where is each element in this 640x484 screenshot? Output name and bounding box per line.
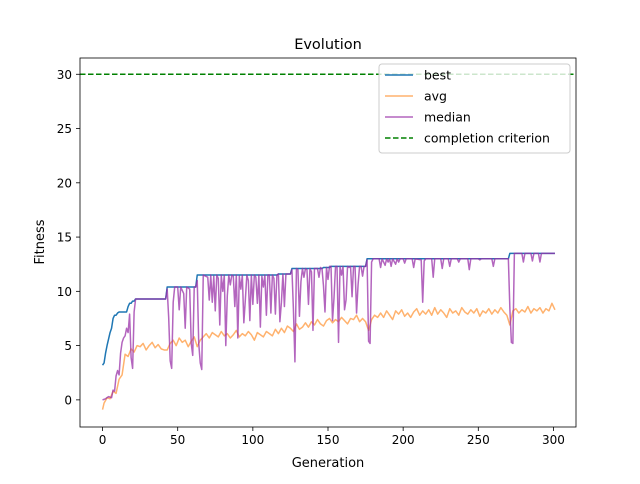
y-tick-label: 30 (57, 68, 72, 82)
y-axis: 0 5 10 15 20 25 30 (57, 68, 80, 407)
y-axis-label: Fitness (33, 219, 48, 264)
x-tick-label: 100 (241, 433, 264, 447)
x-tick-label: 150 (317, 433, 340, 447)
x-axis: 0 50 100 150 200 250 300 (99, 427, 565, 447)
y-tick-label: 15 (57, 231, 72, 245)
legend-box (378, 63, 571, 154)
x-tick-label: 300 (542, 433, 565, 447)
y-tick-label: 0 (64, 393, 72, 407)
legend: best avg median completion criterion (378, 63, 571, 154)
x-tick-label: 50 (170, 433, 185, 447)
legend-label: completion criterion (424, 131, 550, 146)
legend-label: median (424, 110, 471, 125)
x-axis-label: Generation (292, 456, 365, 471)
series-line-median (102, 252, 555, 401)
plot-area (79, 57, 577, 428)
y-tick-label: 20 (57, 176, 72, 190)
x-tick-label: 200 (392, 433, 415, 447)
y-tick-label: 10 (57, 285, 72, 299)
x-tick-label: 0 (99, 433, 107, 447)
y-tick-label: 5 (64, 339, 72, 353)
legend-label: best (424, 68, 451, 83)
legend-label: avg (424, 89, 447, 104)
series-line-avg (101, 302, 556, 410)
y-tick-label: 25 (57, 122, 72, 136)
x-tick-label: 250 (467, 433, 490, 447)
chart-title: Evolution (294, 37, 362, 53)
